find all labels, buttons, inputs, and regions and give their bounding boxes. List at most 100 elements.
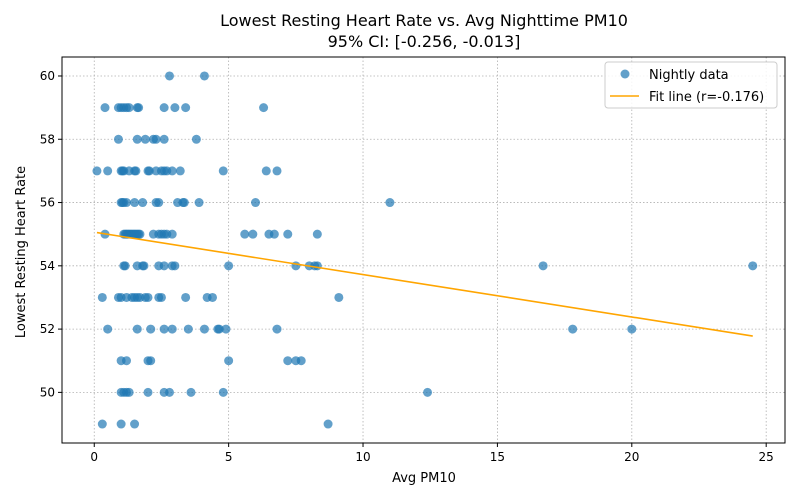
data-point — [272, 166, 282, 176]
data-point — [165, 387, 175, 397]
data-point — [122, 356, 132, 366]
data-point — [156, 292, 166, 302]
data-point — [143, 387, 153, 397]
data-point — [568, 324, 578, 334]
data-point — [144, 166, 154, 176]
data-point — [224, 356, 234, 366]
data-point — [218, 166, 228, 176]
fit-line-layer — [96, 231, 753, 337]
data-point — [170, 261, 180, 271]
data-point — [199, 71, 209, 81]
data-point — [146, 356, 156, 366]
data-point — [120, 261, 130, 271]
data-point — [131, 166, 141, 176]
legend-label-fit: Fit line (r=-0.176) — [649, 90, 764, 105]
data-point — [323, 419, 333, 429]
x-tick-label: 15 — [490, 450, 505, 464]
data-point — [240, 229, 250, 239]
data-point — [272, 324, 282, 334]
plot-frame — [61, 56, 786, 444]
x-tick-label: 5 — [225, 450, 233, 464]
data-point — [135, 229, 145, 239]
y-axis-label: Lowest Resting Heart Rate — [14, 166, 29, 338]
data-point — [138, 198, 148, 208]
data-point — [113, 134, 123, 144]
legend-label-points: Nightly data — [649, 68, 729, 83]
y-tick-label: 50 — [40, 385, 55, 399]
data-point — [385, 198, 395, 208]
data-point — [103, 166, 113, 176]
data-point — [159, 134, 169, 144]
data-point — [167, 166, 177, 176]
data-point — [151, 134, 161, 144]
data-point — [186, 387, 196, 397]
data-point — [170, 103, 180, 113]
x-axis-label: Avg PM10 — [392, 471, 456, 486]
data-point — [122, 198, 132, 208]
x-tick-label: 10 — [355, 450, 370, 464]
data-point — [259, 103, 269, 113]
data-point — [261, 166, 271, 176]
x-tick-label: 20 — [624, 450, 639, 464]
data-point — [143, 292, 153, 302]
data-point — [92, 166, 102, 176]
data-point — [218, 387, 228, 397]
data-point — [183, 324, 193, 334]
fit-line — [96, 231, 753, 337]
data-point — [124, 387, 134, 397]
data-point — [181, 103, 191, 113]
data-point — [154, 198, 164, 208]
data-point — [538, 261, 548, 271]
data-point — [179, 198, 189, 208]
data-point — [97, 419, 107, 429]
legend: Nightly data Fit line (r=-0.176) — [604, 61, 778, 109]
y-axis-ticks: 50 52 54 56 58 60 — [40, 69, 62, 399]
y-tick-label: 52 — [40, 322, 55, 336]
chart-subtitle: 95% CI: [-0.256, -0.013] — [328, 32, 521, 51]
data-point — [167, 324, 177, 334]
data-point — [159, 324, 169, 334]
data-point — [423, 387, 433, 397]
data-point — [334, 292, 344, 302]
data-point — [134, 103, 144, 113]
data-point — [167, 229, 177, 239]
data-point — [248, 229, 258, 239]
data-point — [116, 419, 126, 429]
data-point — [269, 229, 279, 239]
data-point — [251, 198, 261, 208]
data-point — [130, 419, 140, 429]
data-point — [194, 198, 204, 208]
data-point — [283, 356, 293, 366]
data-point — [181, 292, 191, 302]
data-point — [140, 134, 150, 144]
data-point — [97, 292, 107, 302]
data-point — [312, 261, 322, 271]
data-point — [159, 103, 169, 113]
chart-title: Lowest Resting Heart Rate vs. Avg Nightt… — [220, 11, 628, 30]
data-point — [130, 198, 140, 208]
data-point — [146, 324, 156, 334]
data-point — [296, 356, 306, 366]
data-point — [224, 261, 234, 271]
data-point — [627, 324, 637, 334]
data-point — [214, 324, 224, 334]
data-point — [159, 261, 169, 271]
y-tick-label: 56 — [40, 196, 55, 210]
data-point — [100, 103, 110, 113]
y-tick-label: 58 — [40, 132, 55, 146]
data-point — [191, 134, 201, 144]
legend-marker-points — [620, 69, 630, 79]
data-point — [165, 71, 175, 81]
data-point — [132, 324, 142, 334]
data-point — [208, 292, 218, 302]
data-point — [139, 261, 149, 271]
data-point — [175, 166, 185, 176]
data-point — [199, 324, 209, 334]
grid — [62, 57, 785, 443]
data-point — [103, 324, 113, 334]
data-point — [283, 229, 293, 239]
y-tick-label: 54 — [40, 259, 55, 273]
data-point — [221, 324, 231, 334]
x-tick-label: 0 — [90, 450, 98, 464]
